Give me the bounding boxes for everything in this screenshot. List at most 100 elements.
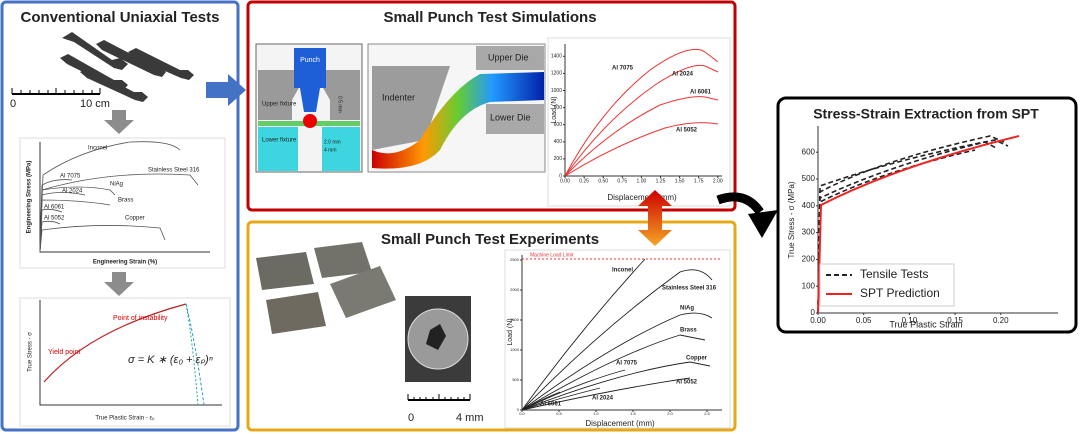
tensile-curves: [817, 135, 1009, 314]
right-arrow: [206, 74, 246, 106]
y-tick-label: 0: [517, 407, 520, 412]
x-tick-label: 1.5: [630, 411, 636, 416]
axis-label: Engineering Stress (MPa): [27, 161, 33, 234]
annotation: Machine Load Limit: [530, 252, 574, 258]
axis-label: Load (N): [551, 96, 558, 123]
y-tick-label: 600: [802, 147, 816, 156]
x-tick-label: 1.75: [694, 178, 704, 184]
axis-label: Displacement (mm): [607, 193, 677, 202]
axis: [39, 300, 222, 406]
curve-label: Stainless Steel 316: [662, 286, 717, 292]
y-tick-label: 1000: [510, 347, 520, 352]
sim-curves: [564, 48, 719, 177]
curve-label: Stainless Steel 316: [148, 168, 200, 174]
scale-ruler: [407, 394, 471, 401]
curve-label: Brass: [118, 198, 133, 204]
axis-label: True Stress - σ: [28, 332, 34, 372]
curve-label: Al 5052: [44, 216, 65, 222]
label: 4 mm: [324, 147, 337, 153]
curve-label: Al 7075: [612, 66, 634, 72]
y-tick-label: 1200: [551, 71, 562, 77]
axis-label: True Plastic Strain - εₚ: [95, 416, 155, 422]
scale-label: 0: [408, 412, 414, 424]
legend-label: Tensile Tests: [860, 267, 928, 281]
y-tick-label: 2000: [510, 287, 520, 292]
y-tick-label: 1400: [551, 54, 562, 60]
scale-label: 10 cm: [80, 98, 110, 110]
exp-curves: [521, 258, 713, 411]
curved-arrow: [716, 192, 764, 215]
curve-label: NiAg: [110, 182, 123, 188]
legend-label: SPT Prediction: [860, 286, 940, 300]
x-tick-label: 0.05: [856, 316, 872, 325]
y-tick-label: 1500: [510, 317, 520, 322]
scale-label: 4 mm: [456, 412, 484, 424]
x-tick-label: 2.5: [704, 411, 710, 416]
curve-label: Copper: [686, 356, 708, 362]
scale-ruler: [11, 88, 101, 95]
panel-title: Small Punch Test Simulations: [383, 9, 596, 26]
label: Upper Die: [488, 52, 529, 62]
y-tick-label: 200: [802, 255, 816, 264]
y-tick-label: 800: [554, 105, 563, 111]
x-tick-label: 0.00: [560, 178, 570, 184]
legend: [819, 263, 955, 307]
label: Upper fixture: [262, 102, 297, 108]
label: Lower Die: [490, 112, 531, 122]
curve-label: Al 7075: [616, 361, 638, 367]
down-arrow: [104, 110, 134, 134]
curve-label: Inconel: [88, 146, 107, 152]
label: Indenter: [382, 92, 415, 102]
y-tick-label: 400: [802, 201, 816, 210]
necking-curve: [185, 303, 199, 406]
y-tick-label: 600: [554, 122, 563, 128]
x-tick-label: 0.75: [617, 178, 627, 184]
curve-label: Al 6061: [540, 402, 562, 408]
label: 2.0 mm: [324, 139, 341, 145]
y-tick-label: 200: [554, 156, 563, 162]
curve-label: Al 5052: [676, 380, 698, 386]
curve-label: Al 2024: [672, 72, 694, 78]
y-tick-label: 500: [802, 174, 816, 183]
arrowhead: [748, 210, 778, 238]
specimens: [60, 32, 194, 102]
x-tick-label: 1.00: [637, 178, 647, 184]
double-arrow: [638, 190, 672, 246]
x-tick-label: 1.0: [593, 411, 599, 416]
eng-curves: [39, 141, 199, 253]
curve-label: Copper: [125, 216, 145, 222]
x-tick-label: 0.0: [519, 411, 525, 416]
label: 0.5 mm: [337, 96, 343, 113]
schematic: [255, 43, 363, 173]
y-tick-label: 300: [802, 228, 816, 237]
x-tick-label: 1.50: [675, 178, 685, 184]
label: Punch: [300, 57, 320, 64]
x-tick-label: 0.10: [902, 316, 918, 325]
label: Lower fixture: [262, 138, 297, 144]
curve-label: Al 2024: [592, 396, 614, 402]
scale-label: 0: [10, 98, 16, 110]
annotation: Point of instability: [113, 315, 168, 322]
spt-curve: [817, 135, 1020, 314]
x-tick-label: 2.0: [667, 411, 673, 416]
x-tick-label: 0.50: [598, 178, 608, 184]
panel-title: Stress-Strain Extraction from SPT: [813, 106, 1039, 122]
y-tick-label: 400: [554, 139, 563, 145]
annotation: Yield point: [48, 349, 80, 356]
y-tick-label: 1000: [551, 88, 562, 94]
curve-label: NiAg: [680, 306, 694, 312]
x-tick-label: 0.5: [556, 411, 562, 416]
formula: σ = K ∗ (ε₀ + εₚ)ⁿ: [128, 354, 213, 366]
panel-title: Small Punch Test Experiments: [381, 231, 599, 248]
fem-model: [367, 43, 546, 173]
curve-label: Al 6061: [44, 205, 65, 211]
y-tick-label: 0: [811, 308, 816, 317]
y-tick-label: 100: [802, 281, 816, 290]
x-tick-label: 1.25: [656, 178, 666, 184]
curve-label: Al 2024: [62, 189, 83, 195]
samples: [256, 242, 471, 382]
axis-label: True Stress - σ (MPa): [787, 181, 796, 258]
x-tick-label: 0.25: [579, 178, 589, 184]
curve-label: Brass: [680, 328, 697, 334]
panel-title: Conventional Uniaxial Tests: [21, 9, 220, 26]
